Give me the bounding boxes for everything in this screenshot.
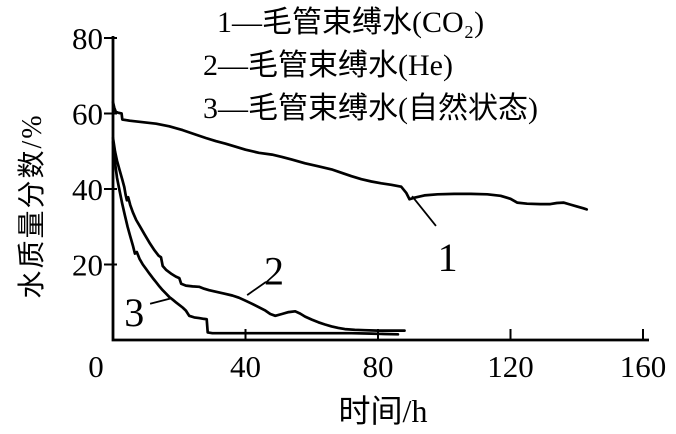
series-1-curve: [111, 100, 589, 211]
series-2-curve: [111, 136, 406, 332]
y-tick-label-20: 20: [72, 248, 103, 283]
curve-label-2: 2: [264, 249, 284, 294]
legend-item-3: 3—毛管束缚水(自然状态): [203, 92, 538, 125]
x-tick-label-160: 160: [620, 349, 667, 384]
curve-3-leader-line: [149, 297, 173, 305]
legend-item-2: 2—毛管束缚水(He): [203, 49, 453, 82]
x-axis-label: 时间/h: [338, 393, 428, 429]
y-axis-label: 水质量分数/%: [17, 113, 48, 299]
x-tick-label-80: 80: [363, 349, 394, 384]
x-tick-label-0: 0: [88, 349, 104, 384]
legend-item-1: 1—毛管束缚水(CO₂): [217, 6, 485, 39]
x-tick-label-40: 40: [230, 349, 261, 384]
curve-2-leader-line: [246, 281, 267, 296]
curve-label-3: 3: [124, 290, 144, 335]
curve-1-leader-line: [411, 195, 437, 227]
x-tick-label-120: 120: [487, 349, 534, 384]
y-tick-label-60: 60: [72, 97, 103, 132]
curve-label-1: 1: [438, 235, 458, 280]
chart-legend: 1—毛管束缚水(CO₂) 2—毛管束缚水(He) 3—毛管束缚水(自然状态): [203, 1, 538, 130]
y-tick-label-80: 80: [72, 21, 103, 56]
y-tick-label-40: 40: [72, 172, 103, 207]
